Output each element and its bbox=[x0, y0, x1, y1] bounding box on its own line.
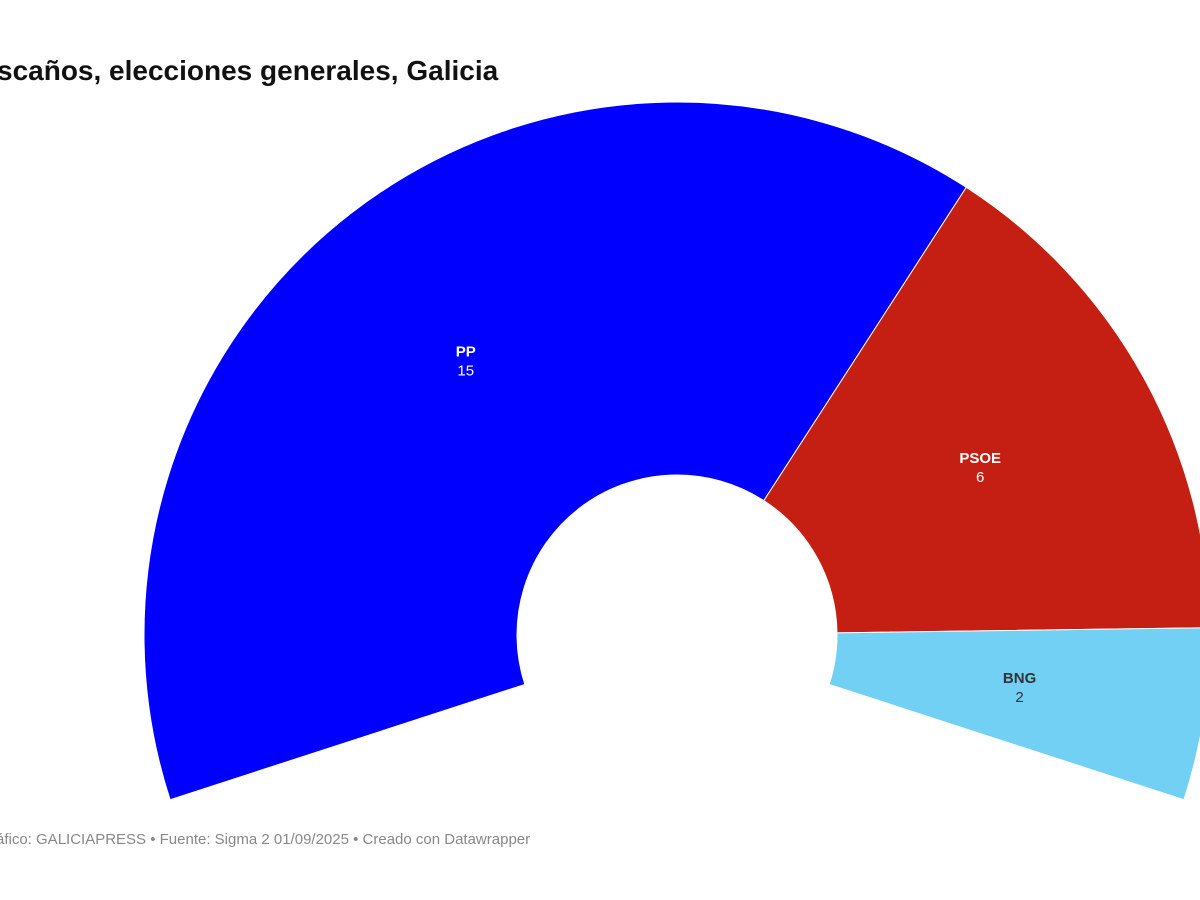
slice bbox=[763, 186, 1200, 634]
chart-title: scaños, elecciones generales, Galicia bbox=[0, 55, 499, 86]
slice-label: PSOE bbox=[959, 450, 1001, 467]
slice-label: PP bbox=[456, 343, 476, 360]
slice bbox=[828, 627, 1200, 801]
value-label: 6 bbox=[976, 469, 984, 486]
plot: PP 15 PSOE 6 BNG 2 bbox=[143, 101, 1200, 801]
slice bbox=[143, 101, 967, 801]
slice-label: BNG bbox=[1003, 670, 1036, 687]
value-label: 2 bbox=[1015, 689, 1023, 706]
footer: áfico: GALICIAPRESS • Fuente: Sigma 2 01… bbox=[0, 831, 530, 848]
value-label: 15 bbox=[457, 362, 474, 379]
